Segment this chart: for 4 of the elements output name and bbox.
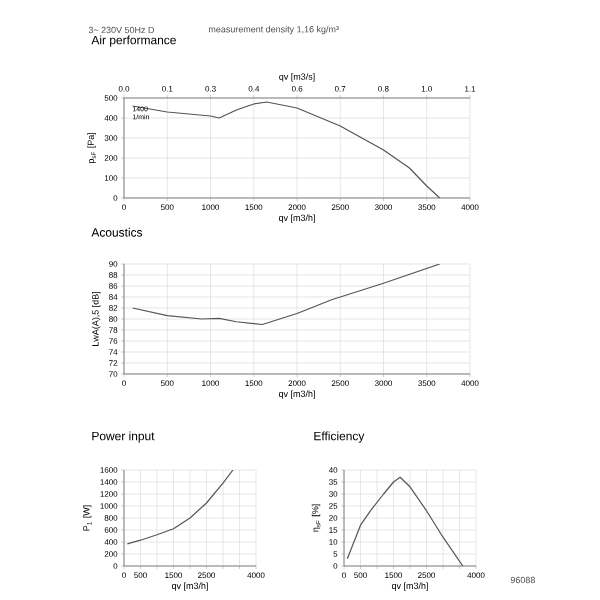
line-series bbox=[132, 101, 441, 198]
line-series bbox=[132, 263, 441, 326]
line-series bbox=[126, 470, 234, 545]
line-series bbox=[346, 476, 464, 566]
